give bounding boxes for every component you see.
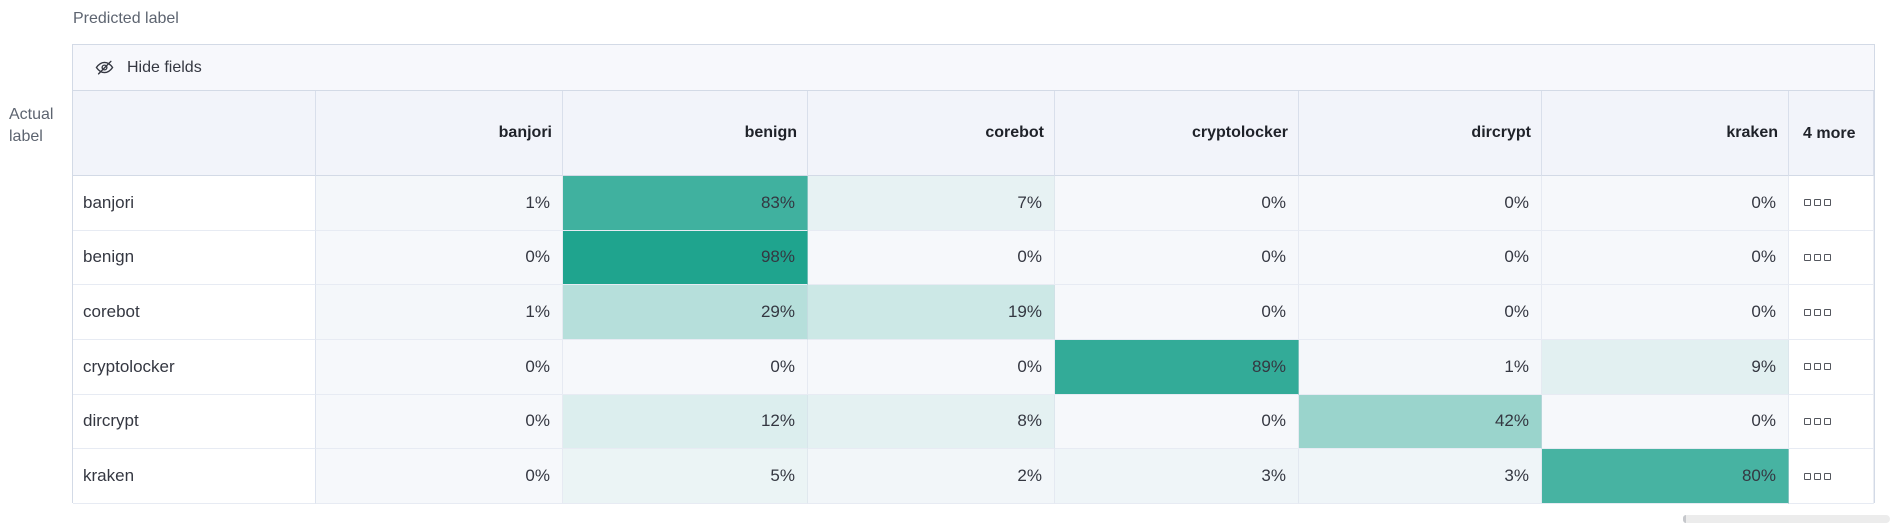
boxes-horizontal-icon (1804, 199, 1811, 207)
actual-axis-label: Actual label (9, 104, 53, 148)
matrix-cell-corebot-cryptolocker[interactable]: 0% (1055, 285, 1299, 340)
boxes-horizontal-icon (1804, 308, 1811, 316)
row-label-cryptolocker[interactable]: cryptolocker (73, 339, 316, 395)
matrix-cell-corebot-banjori[interactable]: 1% (316, 285, 563, 340)
boxes-horizontal-icon (1824, 417, 1831, 425)
matrix-cell-cryptolocker-kraken[interactable]: 9% (1542, 339, 1789, 395)
matrix-cell-corebot-kraken[interactable]: 0% (1542, 285, 1789, 340)
boxes-horizontal-icon (1824, 472, 1831, 480)
boxes-horizontal-icon (1814, 253, 1821, 261)
confusion-matrix-panel: Hide fields banjori benign corebot cryptolo… (72, 44, 1875, 504)
matrix-cell-banjori-dircrypt[interactable]: 0% (1299, 176, 1542, 231)
row-label-dircrypt[interactable]: dircrypt (73, 394, 316, 450)
matrix-cell-corebot-benign[interactable]: 29% (563, 285, 808, 340)
matrix-cell-dircrypt-corebot[interactable]: 8% (808, 394, 1055, 450)
actual-axis-label-line1: Actual (9, 106, 54, 123)
column-header-kraken[interactable]: kraken (1542, 91, 1789, 176)
eye-closed-icon (95, 58, 114, 77)
row-more-actions-cryptolocker[interactable] (1789, 339, 1874, 395)
matrix-cell-kraken-banjori[interactable]: 0% (316, 449, 563, 504)
matrix-cell-cryptolocker-banjori[interactable]: 0% (316, 339, 563, 395)
matrix-cell-corebot-corebot[interactable]: 19% (808, 285, 1055, 340)
row-more-actions-dircrypt[interactable] (1789, 394, 1874, 450)
matrix-cell-dircrypt-kraken[interactable]: 0% (1542, 394, 1789, 450)
hide-fields-button[interactable]: Hide fields (73, 45, 1874, 91)
row-label-kraken[interactable]: kraken (73, 449, 316, 504)
matrix-cell-benign-kraken[interactable]: 0% (1542, 230, 1789, 286)
boxes-horizontal-icon (1824, 363, 1831, 371)
boxes-horizontal-icon (1814, 417, 1821, 425)
column-header-banjori[interactable]: banjori (316, 91, 563, 176)
row-label-benign[interactable]: benign (73, 230, 316, 286)
matrix-cell-banjori-kraken[interactable]: 0% (1542, 176, 1789, 231)
horizontal-scrollbar[interactable] (1683, 515, 1890, 523)
matrix-cell-banjori-benign[interactable]: 83% (563, 176, 808, 231)
row-label-corebot[interactable]: corebot (73, 285, 316, 340)
matrix-cell-cryptolocker-benign[interactable]: 0% (563, 339, 808, 395)
matrix-cell-corebot-dircrypt[interactable]: 0% (1299, 285, 1542, 340)
actual-axis-label-line2: label (9, 128, 43, 145)
boxes-horizontal-icon (1804, 417, 1811, 425)
matrix-cell-dircrypt-cryptolocker[interactable]: 0% (1055, 394, 1299, 450)
matrix-cell-kraken-kraken[interactable]: 80% (1542, 449, 1789, 504)
matrix-cell-benign-benign[interactable]: 98% (563, 230, 808, 286)
row-more-actions-benign[interactable] (1789, 230, 1874, 286)
column-header-more[interactable]: 4 more (1789, 91, 1874, 176)
column-header-corebot[interactable]: corebot (808, 91, 1055, 176)
matrix-cell-kraken-corebot[interactable]: 2% (808, 449, 1055, 504)
matrix-cell-banjori-corebot[interactable]: 7% (808, 176, 1055, 231)
matrix-cell-dircrypt-benign[interactable]: 12% (563, 394, 808, 450)
column-header-dircrypt[interactable]: dircrypt (1299, 91, 1542, 176)
row-more-actions-banjori[interactable] (1789, 176, 1874, 231)
row-more-actions-corebot[interactable] (1789, 285, 1874, 340)
boxes-horizontal-icon (1824, 308, 1831, 316)
matrix-cell-banjori-banjori[interactable]: 1% (316, 176, 563, 231)
column-header-benign[interactable]: benign (563, 91, 808, 176)
boxes-horizontal-icon (1814, 199, 1821, 207)
matrix-cell-benign-banjori[interactable]: 0% (316, 230, 563, 286)
predicted-axis-label: Predicted label (73, 10, 179, 27)
matrix-cell-kraken-cryptolocker[interactable]: 3% (1055, 449, 1299, 504)
matrix-cell-benign-dircrypt[interactable]: 0% (1299, 230, 1542, 286)
matrix-cell-cryptolocker-cryptolocker[interactable]: 89% (1055, 339, 1299, 395)
matrix-cell-cryptolocker-corebot[interactable]: 0% (808, 339, 1055, 395)
boxes-horizontal-icon (1824, 199, 1831, 207)
column-header-cryptolocker[interactable]: cryptolocker (1055, 91, 1299, 176)
boxes-horizontal-icon (1804, 472, 1811, 480)
boxes-horizontal-icon (1804, 253, 1811, 261)
matrix-cell-banjori-cryptolocker[interactable]: 0% (1055, 176, 1299, 231)
boxes-horizontal-icon (1814, 472, 1821, 480)
matrix-cell-kraken-benign[interactable]: 5% (563, 449, 808, 504)
row-label-banjori[interactable]: banjori (73, 176, 316, 231)
matrix-cell-cryptolocker-dircrypt[interactable]: 1% (1299, 339, 1542, 395)
matrix-cell-kraken-dircrypt[interactable]: 3% (1299, 449, 1542, 504)
header-corner-cell (73, 91, 316, 176)
matrix-cell-dircrypt-banjori[interactable]: 0% (316, 394, 563, 450)
matrix-cell-benign-cryptolocker[interactable]: 0% (1055, 230, 1299, 286)
confusion-matrix-grid: banjori benign corebot cryptolocker dircrypt… (73, 91, 1874, 504)
row-more-actions-kraken[interactable] (1789, 449, 1874, 504)
boxes-horizontal-icon (1804, 363, 1811, 371)
hide-fields-label: Hide fields (127, 58, 202, 76)
matrix-cell-dircrypt-dircrypt[interactable]: 42% (1299, 394, 1542, 450)
boxes-horizontal-icon (1824, 253, 1831, 261)
matrix-cell-benign-corebot[interactable]: 0% (808, 230, 1055, 286)
boxes-horizontal-icon (1814, 363, 1821, 371)
boxes-horizontal-icon (1814, 308, 1821, 316)
